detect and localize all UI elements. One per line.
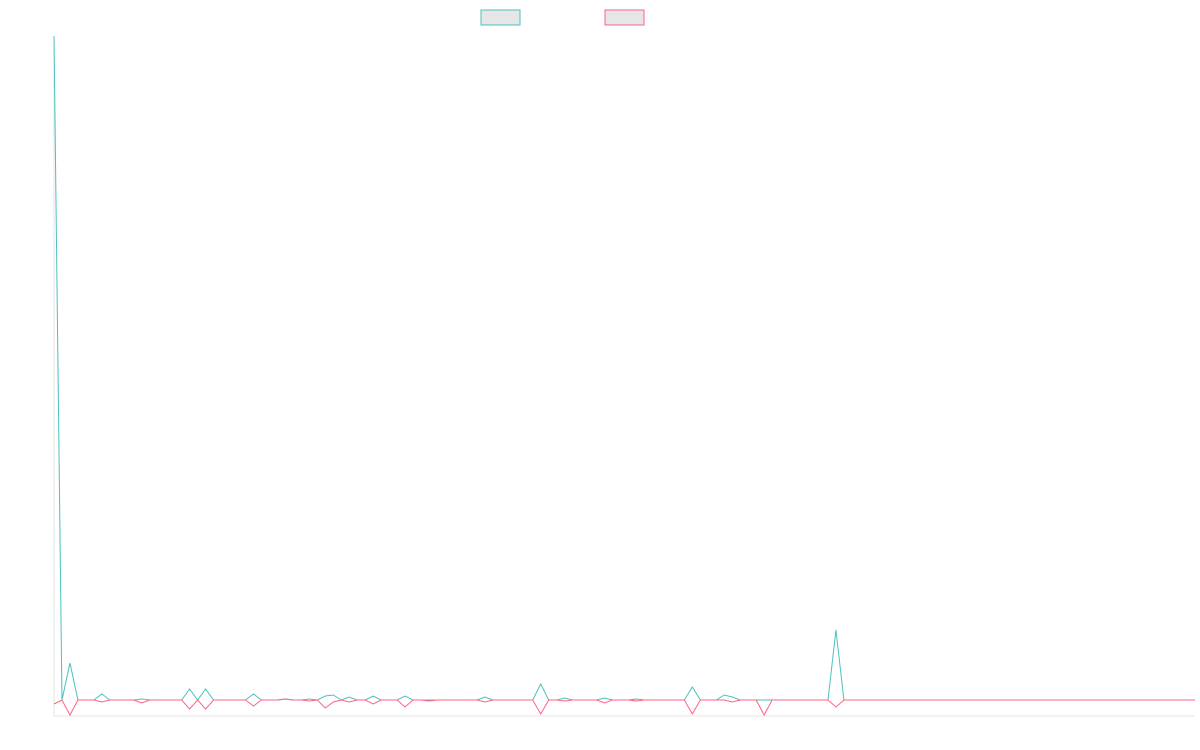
legend-swatch — [480, 9, 521, 26]
data-line — [53, 698, 1195, 717]
data-line — [53, 35, 1195, 701]
legend-swatch — [604, 9, 645, 26]
